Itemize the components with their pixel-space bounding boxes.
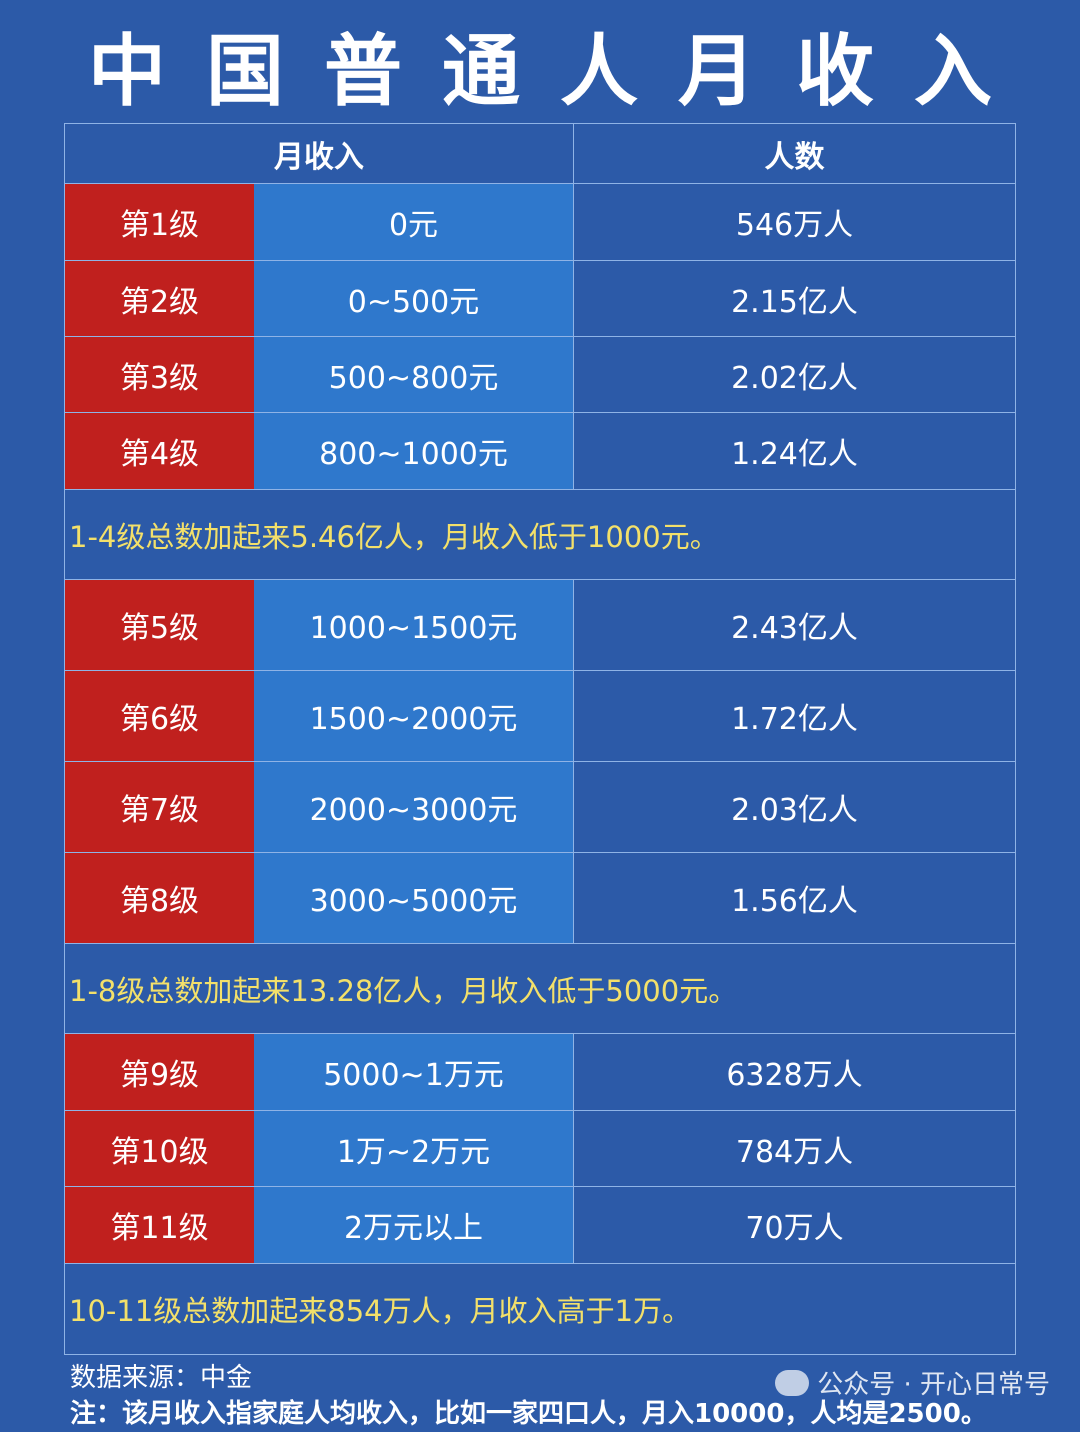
- count-cell: 546万人: [574, 184, 1015, 260]
- income-cell: 500~800元: [254, 337, 574, 412]
- income-cell: 1500~2000元: [254, 671, 574, 761]
- summary-row: 1-4级总数加起来5.46亿人，月收入低于1000元。: [65, 490, 1015, 580]
- header-people-count: 人数: [764, 139, 825, 175]
- income-cell: 1000~1500元: [254, 580, 574, 670]
- table-header: 月收入 人数: [65, 124, 1015, 184]
- table-row: 第4级 800~1000元 1.24亿人: [65, 413, 1015, 490]
- count-cell: 784万人: [574, 1111, 1015, 1186]
- level-cell: 第4级: [65, 413, 254, 489]
- table-row: 第6级 1500~2000元 1.72亿人: [65, 671, 1015, 762]
- income-cell: 0~500元: [254, 261, 574, 336]
- table-row: 第11级 2万元以上 70万人: [65, 1187, 1015, 1264]
- count-cell: 1.56亿人: [574, 853, 1015, 943]
- level-cell: 第5级: [65, 580, 254, 670]
- watermark-text: 公众号 · 开心日常号: [817, 1370, 1050, 1400]
- table-row: 第8级 3000~5000元 1.56亿人: [65, 853, 1015, 944]
- watermark: 公众号 · 开心日常号: [775, 1364, 1050, 1401]
- footer: 数据来源：中金 注：该月收入指家庭人均收入，比如一家四口人，月入10000，人均…: [70, 1360, 1060, 1432]
- income-cell: 3000~5000元: [254, 853, 574, 943]
- table-row: 第9级 5000~1万元 6328万人: [65, 1034, 1015, 1111]
- count-cell: 1.72亿人: [574, 671, 1015, 761]
- footnote: 注：该月收入指家庭人均收入，比如一家四口人，月入10000，人均是2500。: [70, 1399, 987, 1429]
- table-row: 第1级 0元 546万人: [65, 184, 1015, 261]
- page-title: 中国普通人月收入: [87, 27, 1032, 117]
- data-source: 数据来源：中金: [70, 1363, 253, 1393]
- count-cell: 70万人: [574, 1187, 1015, 1263]
- income-cell: 1万~2万元: [254, 1111, 574, 1186]
- count-cell: 2.43亿人: [574, 580, 1015, 670]
- level-cell: 第9级: [65, 1034, 254, 1110]
- income-cell: 5000~1万元: [254, 1034, 574, 1110]
- level-cell: 第1级: [65, 184, 254, 260]
- level-cell: 第8级: [65, 853, 254, 943]
- summary-row: 1-8级总数加起来13.28亿人，月收入低于5000元。: [65, 944, 1015, 1034]
- income-cell: 2000~3000元: [254, 762, 574, 852]
- table-row: 第2级 0~500元 2.15亿人: [65, 261, 1015, 337]
- income-cell: 2万元以上: [254, 1187, 574, 1263]
- count-cell: 2.03亿人: [574, 762, 1015, 852]
- count-cell: 2.15亿人: [574, 261, 1015, 336]
- header-monthly-income: 月收入: [65, 124, 574, 183]
- count-cell: 2.02亿人: [574, 337, 1015, 412]
- level-cell: 第10级: [65, 1111, 254, 1186]
- level-cell: 第3级: [65, 337, 254, 412]
- level-cell: 第2级: [65, 261, 254, 336]
- level-cell: 第7级: [65, 762, 254, 852]
- level-cell: 第6级: [65, 671, 254, 761]
- table-row: 第10级 1万~2万元 784万人: [65, 1111, 1015, 1187]
- count-cell: 1.24亿人: [574, 413, 1015, 489]
- level-cell: 第11级: [65, 1187, 254, 1263]
- income-table: 月收入 人数 第1级 0元 546万人 第2级 0~500元 2.15亿人 第3…: [64, 123, 1016, 1355]
- summary-row: 10-11级总数加起来854万人，月收入高于1万。: [69, 1294, 692, 1328]
- count-cell: 6328万人: [574, 1034, 1015, 1110]
- table-row: 第7级 2000~3000元 2.03亿人: [65, 762, 1015, 853]
- income-cell: 0元: [254, 184, 574, 260]
- table-row: 第3级 500~800元 2.02亿人: [65, 337, 1015, 413]
- income-cell: 800~1000元: [254, 413, 574, 489]
- table-row: 第5级 1000~1500元 2.43亿人: [65, 580, 1015, 671]
- wechat-icon: [775, 1369, 810, 1396]
